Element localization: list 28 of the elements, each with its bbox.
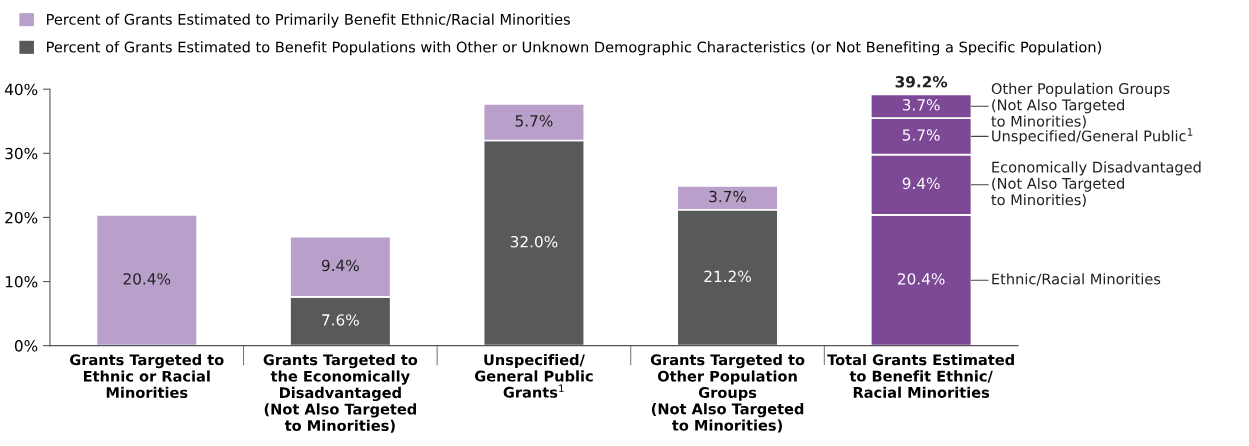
data-label: 5.7%	[515, 115, 553, 127]
legend-label: Percent of Grants Estimated to Primarily Benefit Ethnic/Racial Minorities	[47, 13, 570, 28]
data-label: 20.4%	[123, 273, 171, 285]
data-label: 20.4%	[897, 273, 945, 285]
x-tick-label: Grants Targeted to the Economically Disadvantaged (Not Also Targeted to Minorities)	[263, 353, 418, 433]
data-label: 3.7%	[902, 99, 940, 111]
y-tick-label: 0%	[14, 340, 38, 352]
x-tick-label: Unspecified/ General Public Grants$^{1}$	[474, 353, 593, 398]
y-tick-label: 20%	[5, 211, 38, 224]
legend-label: Percent of Grants Estimated to Benefit Populations with Other or Unknown Demographic Characteristics (or Not Benefiting a Specific Population)	[47, 41, 1102, 56]
series-label: Unspecified/General Public$^{1}$	[992, 128, 1193, 145]
data-label: 9.4%	[321, 259, 359, 272]
y-tick-label: 30%	[5, 147, 38, 160]
x-tick-label: Grants Targeted to Ethnic or Racial Minorities	[70, 353, 224, 399]
x-tick-label: Total Grants Estimated to Benefit Ethnic/ Racial Minorities	[827, 353, 1014, 398]
data-label: 7.6%	[322, 314, 359, 326]
series-label: Ethnic/Racial Minorities	[992, 273, 1161, 286]
y-tick-label: 40%	[4, 83, 38, 96]
data-label: 21.2%	[704, 270, 751, 283]
total-label: 39.2%	[895, 75, 948, 88]
data-label: 32.0%	[510, 235, 558, 248]
y-tick-label: 10%	[5, 276, 38, 288]
data-label: 3.7%	[709, 190, 747, 203]
series-label: Economically Disadvantaged (Not Also Targeted to Minorities)	[991, 161, 1201, 208]
data-label: 5.7%	[902, 129, 940, 141]
series-label: Other Population Groups (Not Also Targeted to Minorities)	[991, 82, 1170, 129]
x-tick-label: Grants Targeted to Other Population Groups (Not Also Targeted to Minorities)	[650, 353, 805, 433]
data-label: 9.4%	[902, 177, 940, 190]
